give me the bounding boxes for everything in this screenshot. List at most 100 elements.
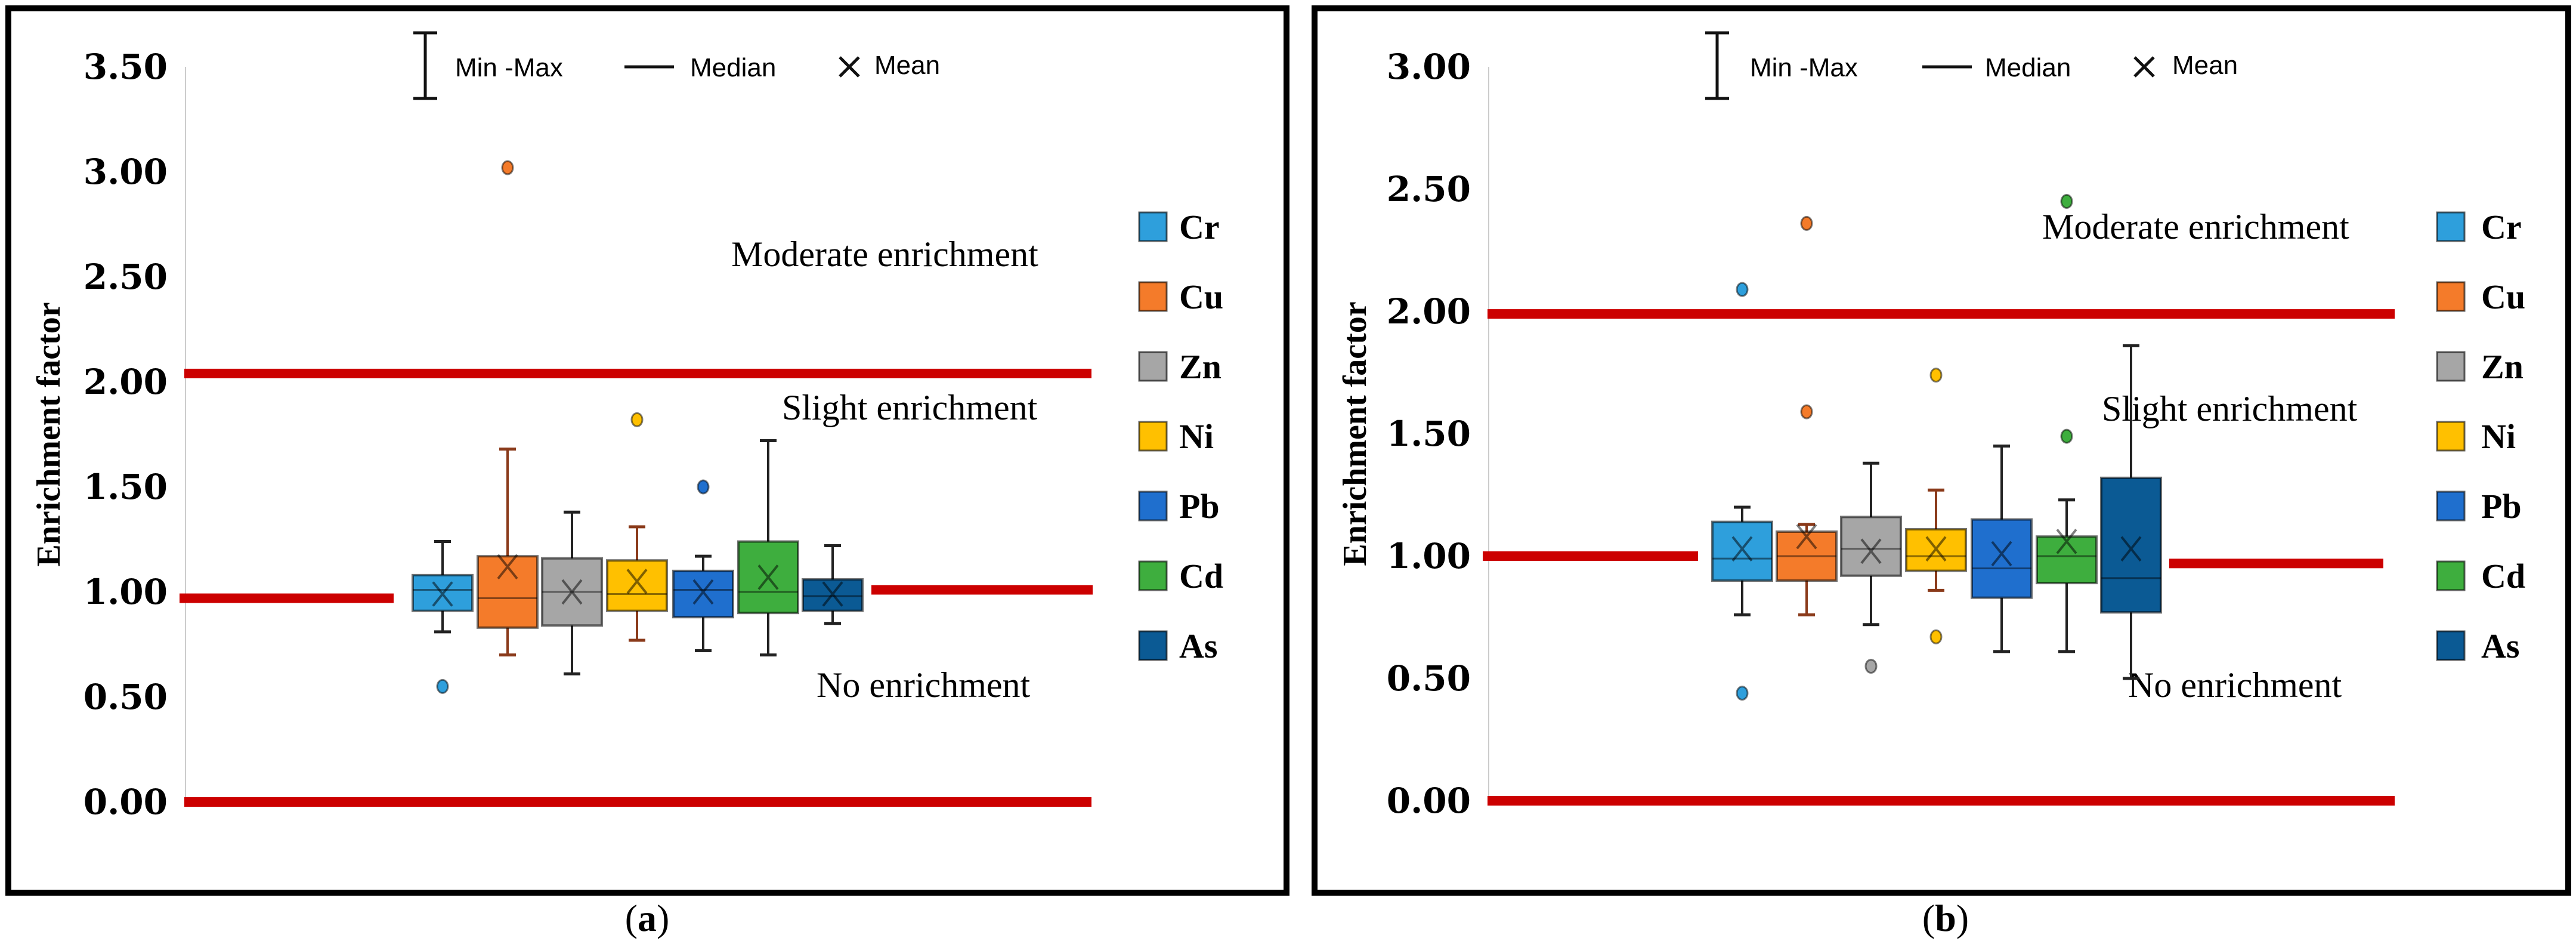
top-legend: Min -Max Median Mean xyxy=(1705,31,2238,100)
mean-marker xyxy=(1796,523,1817,550)
box-as xyxy=(2100,344,2162,680)
outlier-point xyxy=(2060,194,2073,209)
legend-mean-label: Mean xyxy=(874,51,940,80)
panel-caption-b: (b) xyxy=(1922,897,1969,939)
y-tick-label: 0.50 xyxy=(1387,658,1471,699)
box-ni xyxy=(1905,368,1967,644)
legend-swatch-zn xyxy=(1138,351,1168,382)
legend-minmax-label: Min -Max xyxy=(455,53,563,82)
caption-paren: ) xyxy=(657,897,669,939)
legend-mean-label: Mean xyxy=(2172,51,2238,80)
zone-label: Slight enrichment xyxy=(2102,389,2358,428)
y-axis-title: Enrichment factor xyxy=(1337,301,1374,566)
outlier-point xyxy=(2060,428,2073,444)
legend-minmax-label: Min -Max xyxy=(1750,53,1858,82)
threshold-line-zero xyxy=(1488,796,2395,806)
caption-letter: b xyxy=(1935,897,1956,939)
y-tick-label: 0.00 xyxy=(84,782,168,822)
caption-paren: ( xyxy=(625,897,638,939)
mean-marker xyxy=(432,581,453,607)
legend-label-cd: Cd xyxy=(1179,557,1223,596)
legend-label-as: As xyxy=(1179,627,1217,665)
box-iqr xyxy=(2036,535,2098,585)
mean-marker xyxy=(1860,538,1882,564)
mean-marker xyxy=(822,581,843,607)
legend-label-as: As xyxy=(2481,627,2519,665)
y-tick-label: 0.00 xyxy=(1387,781,1471,821)
legend-swatch-cd xyxy=(2436,560,2466,591)
threshold-line-slight-right xyxy=(2169,559,2383,569)
zone-label: Slight enrichment xyxy=(782,388,1038,427)
y-tick-label: 2.00 xyxy=(84,362,168,402)
box-cd xyxy=(737,439,799,657)
legend-label-cr: Cr xyxy=(2481,208,2522,246)
threshold-line-zero xyxy=(184,797,1091,807)
legend-label-zn: Zn xyxy=(1179,347,1221,386)
legend-swatch-pb xyxy=(1138,490,1168,522)
outlier-point xyxy=(1929,368,1943,383)
mean-marker xyxy=(1925,536,1947,562)
legend-label-cu: Cu xyxy=(1179,277,1223,316)
mean-icon xyxy=(839,56,860,78)
legend-median-label: Median xyxy=(690,53,776,82)
legend-swatch-as xyxy=(2436,630,2466,661)
box-iqr xyxy=(2100,476,2162,614)
box-ni xyxy=(606,412,668,642)
caption-paren: ( xyxy=(1922,897,1935,939)
mean-marker xyxy=(2056,529,2077,554)
legend-label-ni: Ni xyxy=(1179,417,1214,456)
legend-swatch-cr xyxy=(2436,211,2466,242)
mean-marker xyxy=(497,554,518,580)
outlier-point xyxy=(1736,282,1749,297)
legend-label-zn: Zn xyxy=(2481,347,2524,386)
box-cr xyxy=(1711,282,1773,701)
box-cd xyxy=(2036,194,2098,653)
panel-b: 0.00 0.50 1.00 1.50 2.00 2.50 3.00 Enrichment f… xyxy=(1312,5,2571,896)
legend-label-cd: Cd xyxy=(2481,557,2525,596)
box-zn xyxy=(1840,461,1902,674)
legend-median-label: Median xyxy=(1985,53,2071,82)
y-tick-label: 1.00 xyxy=(84,572,168,612)
y-tick-label: 3.50 xyxy=(84,47,168,87)
box-iqr xyxy=(1776,530,1838,582)
legend-swatch-cr xyxy=(1138,211,1168,242)
legend-swatch-ni xyxy=(1138,421,1168,452)
box-iqr xyxy=(1711,520,1773,582)
top-legend: Min -Max Median Mean xyxy=(413,31,940,100)
mean-marker xyxy=(561,579,583,605)
outlier-point xyxy=(501,160,514,175)
legend-swatch-as xyxy=(1138,630,1168,661)
outlier-point xyxy=(436,678,449,694)
box-pb xyxy=(672,479,734,653)
y-tick-label: 2.00 xyxy=(1387,291,1471,332)
y-tick-label: 1.00 xyxy=(1387,536,1471,576)
zone-label: Moderate enrichment xyxy=(2042,207,2349,246)
mean-marker xyxy=(692,579,714,605)
mean-marker xyxy=(757,564,779,590)
legend-label-pb: Pb xyxy=(2481,487,2522,526)
threshold-line-slight-right xyxy=(871,585,1093,595)
legend-label-cu: Cu xyxy=(2481,277,2525,316)
panel-caption-a: (a) xyxy=(625,897,670,939)
y-tick-label: 3.00 xyxy=(1387,47,1471,87)
box-cu xyxy=(477,160,539,657)
panel-a: 0.00 0.50 1.00 1.50 2.00 2.50 3.00 3.50 Enrichme… xyxy=(5,5,1289,896)
caption-paren: ) xyxy=(1956,897,1969,939)
mean-marker xyxy=(1731,536,1753,562)
threshold-line-slight-left xyxy=(180,593,394,603)
threshold-line-moderate xyxy=(1488,309,2395,319)
threshold-line-slight-left xyxy=(1483,551,1698,561)
mean-icon xyxy=(2133,56,2155,78)
outlier-point xyxy=(1929,629,1943,644)
y-tick-label: 1.50 xyxy=(1387,414,1471,454)
outlier-point xyxy=(697,479,710,495)
min-max-icon xyxy=(1705,31,1729,100)
legend-swatch-cd xyxy=(1138,560,1168,591)
min-max-icon xyxy=(413,31,437,100)
box-as xyxy=(802,544,864,625)
outlier-point xyxy=(1736,686,1749,701)
box-cr xyxy=(412,540,474,694)
legend-label-pb: Pb xyxy=(1179,487,1220,526)
panel-frame xyxy=(1312,5,2571,896)
